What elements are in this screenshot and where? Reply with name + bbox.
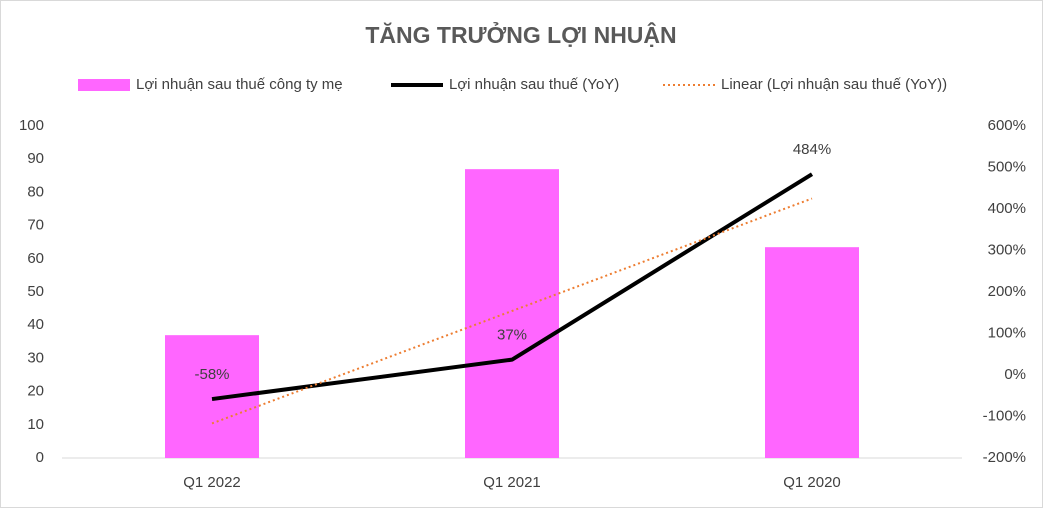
y-tick-label: 80	[27, 183, 44, 200]
y2-tick-label: 500%	[988, 158, 1026, 175]
y-tick-label: 50	[27, 283, 44, 300]
y-tick-label: 60	[27, 250, 44, 267]
legend-label: Lợi nhuận sau thuế công ty mẹ	[136, 76, 343, 93]
bar	[765, 247, 859, 458]
data-label: 37%	[497, 327, 527, 344]
y2-tick-label: 100%	[988, 324, 1026, 341]
legend-label: Linear (Lợi nhuận sau thuế (YoY))	[721, 76, 947, 93]
y-tick-label: 10	[27, 416, 44, 433]
y-tick-label: 20	[27, 383, 44, 400]
y-tick-label: 70	[27, 217, 44, 234]
y2-tick-label: 300%	[988, 241, 1026, 258]
x-tick-label: Q1 2021	[483, 474, 541, 491]
trend-line	[211, 197, 813, 425]
data-label: 484%	[793, 141, 831, 158]
y2-tick-label: -200%	[983, 449, 1026, 466]
y-tick-label: 40	[27, 316, 44, 333]
x-tick-label: Q1 2020	[783, 474, 841, 491]
y2-tick-label: -100%	[983, 407, 1026, 424]
chart-title: TĂNG TRƯỞNG LỢI NHUẬN	[365, 20, 676, 48]
data-label: -58%	[194, 366, 229, 383]
y2-tick-label: 400%	[988, 200, 1026, 217]
y2-tick-label: 200%	[988, 283, 1026, 300]
y2-tick-label: 0%	[1004, 366, 1026, 383]
legend-swatch	[78, 79, 130, 91]
y2-tick-label: 600%	[988, 117, 1026, 134]
y-tick-label: 30	[27, 349, 44, 366]
bar	[465, 169, 559, 458]
legend-label: Lợi nhuận sau thuế (YoY)	[449, 76, 619, 93]
x-tick-label: Q1 2022	[183, 474, 241, 491]
y-tick-label: 90	[27, 150, 44, 167]
y-tick-label: 100	[19, 117, 44, 134]
y-tick-label: 0	[36, 449, 44, 466]
